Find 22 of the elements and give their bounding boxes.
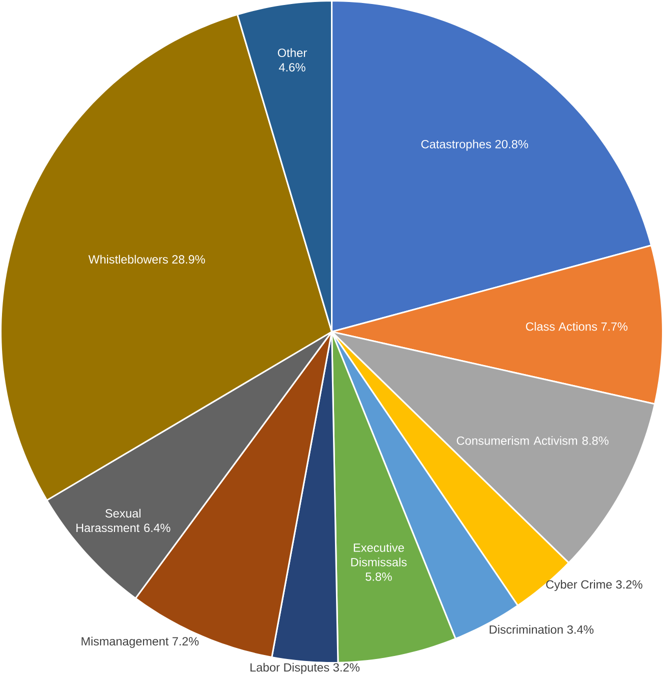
data-label: 7.2% xyxy=(172,637,199,646)
data-label: 20.8% xyxy=(496,140,528,148)
data-label: 28.9% xyxy=(172,255,206,264)
slice-label: Executive Dismissals xyxy=(351,543,407,566)
slice-label: Cyber Crime xyxy=(546,580,612,592)
slice-label: Whistleblowers xyxy=(88,254,168,264)
data-label: 8.8% xyxy=(582,436,609,445)
data-label: 4.6% xyxy=(279,63,306,72)
slice-label: Discrimination xyxy=(490,625,563,634)
data-label: 3.2% xyxy=(616,580,643,589)
data-label: 6.4% xyxy=(144,524,170,532)
slice-label: Other xyxy=(278,48,308,58)
slice-label: Labor Disputes xyxy=(250,662,330,674)
slice-label: Sexual Harassment xyxy=(76,508,141,532)
slice-label: Class Actions xyxy=(526,322,598,331)
data-label: 3.4% xyxy=(567,625,594,634)
data-label: 3.2% xyxy=(334,663,360,672)
data-label: 5.8% xyxy=(366,572,392,581)
slice-label: Mismanagement xyxy=(82,636,169,648)
data-label: 7.7% xyxy=(602,322,628,331)
slice-label: Consumerism Activism xyxy=(457,436,578,445)
slice-label: Catastrophes xyxy=(422,140,492,151)
